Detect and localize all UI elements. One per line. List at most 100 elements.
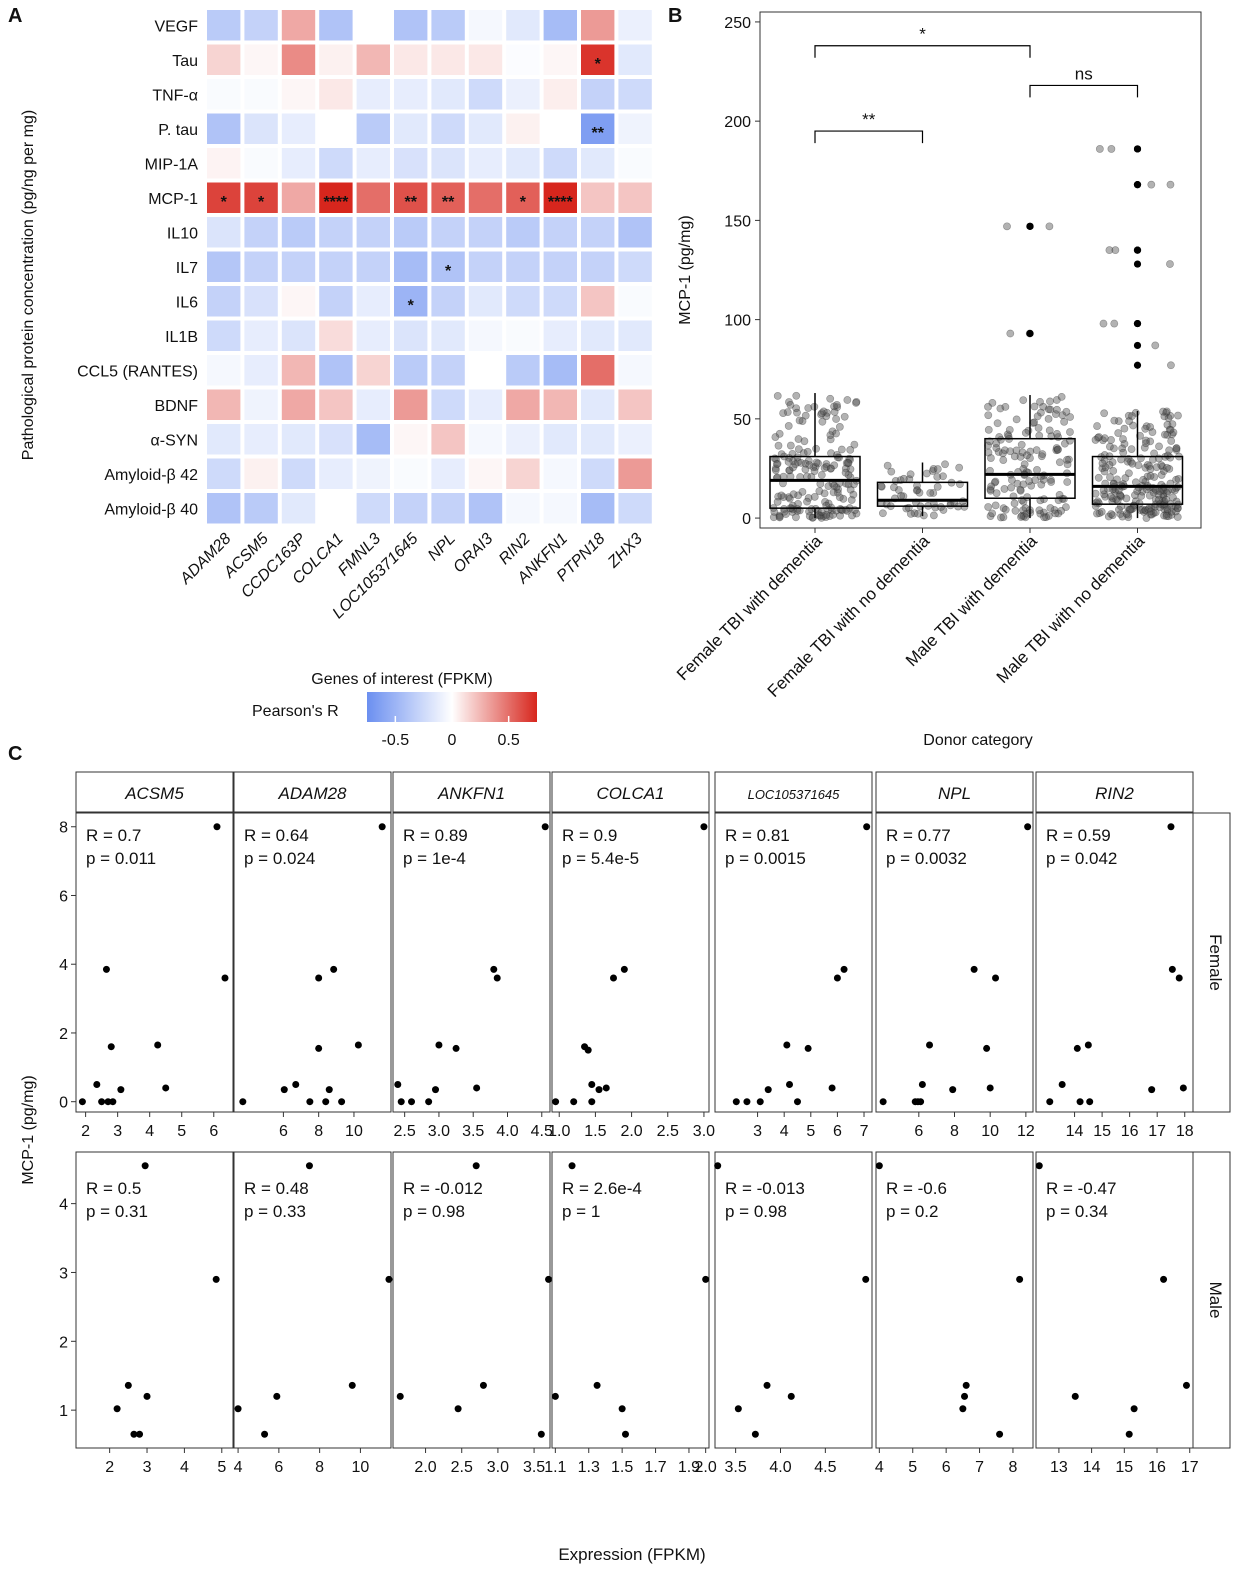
jitter-point — [803, 447, 812, 456]
jitter-point — [1021, 513, 1030, 522]
jitter-point — [848, 511, 856, 520]
heatmap-cell — [319, 44, 353, 75]
heatmap-cell — [431, 44, 465, 75]
heatmap-cell — [207, 355, 241, 386]
heatmap-cell — [506, 113, 540, 144]
heatmap-cell — [244, 113, 278, 144]
jitter-point — [798, 417, 807, 425]
jitter-point — [1163, 463, 1171, 472]
jitter-point — [986, 512, 995, 520]
heatmap-cell — [581, 113, 615, 144]
jitter-point — [1150, 502, 1159, 511]
x-tick-label: 1.7 — [644, 1459, 666, 1476]
x-tick-label: 4 — [180, 1459, 189, 1476]
jitter-point — [841, 464, 850, 473]
jitter-point — [996, 404, 1005, 413]
heatmap-cell — [506, 286, 540, 317]
jitter-point — [817, 513, 826, 522]
heatmap-cell — [581, 79, 615, 110]
scatter-point — [763, 1381, 771, 1389]
heatmap-cell — [207, 79, 241, 110]
scatter-point — [239, 1098, 247, 1106]
jitter-point — [1021, 504, 1030, 513]
x-tick-label: 14 — [1066, 1123, 1084, 1140]
facet-row-strip — [1189, 1151, 1231, 1449]
scatter-point — [432, 1086, 440, 1094]
jitter-point — [1167, 502, 1176, 511]
jitter-point — [1142, 514, 1151, 522]
x-tick-label: 4 — [875, 1459, 884, 1476]
heatmap-cell — [543, 286, 577, 317]
jitter-point — [841, 468, 850, 477]
x-tick-label: 2.0 — [414, 1459, 436, 1476]
jitter-point — [1053, 405, 1061, 414]
heatmap-cell — [543, 320, 577, 351]
correlation-p: p = 0.31 — [86, 1202, 148, 1221]
scatter-point — [435, 1041, 443, 1049]
jitter-point — [771, 464, 780, 473]
jitter-point — [786, 400, 795, 409]
scatter-point — [385, 1275, 393, 1283]
scatter-point — [568, 1162, 576, 1170]
jitter-point — [833, 403, 842, 412]
x-tick-label: 4.5 — [531, 1123, 553, 1140]
jitter-point — [810, 492, 819, 501]
heatmap-cell — [281, 493, 316, 524]
heatmap-cell — [581, 389, 615, 420]
jitter-point — [814, 459, 822, 468]
jitter-point — [1098, 464, 1107, 473]
x-tick-label: 1.9 — [678, 1459, 700, 1476]
jitter-point — [822, 460, 831, 468]
jitter-point — [789, 463, 797, 472]
jitter-point — [1141, 436, 1150, 445]
scatter-point — [804, 1044, 812, 1052]
jitter-point — [1154, 490, 1163, 499]
jitter-point — [1019, 506, 1027, 515]
jitter-point — [1036, 509, 1045, 518]
x-tick-label: 1.0 — [548, 1123, 570, 1140]
scatter-point — [1175, 974, 1183, 982]
y-tick-label: 3 — [59, 1265, 68, 1282]
outlier-point — [1026, 329, 1034, 338]
heatmap-cell — [244, 286, 278, 317]
jitter-point — [1018, 511, 1026, 520]
jitter-point — [1146, 507, 1155, 516]
scatter-point — [1058, 1081, 1066, 1089]
jitter-point — [1026, 447, 1035, 456]
scatter-point — [273, 1392, 281, 1400]
correlation-r: R = -0.012 — [403, 1179, 483, 1198]
jitter-point — [1051, 410, 1060, 419]
scatter-point — [1084, 1041, 1092, 1049]
jitter-point — [1129, 421, 1137, 430]
heatmap-cell — [207, 10, 241, 41]
x-tick-label: 3.0 — [428, 1123, 450, 1140]
facet-panel — [233, 812, 392, 1113]
jitter-point — [883, 461, 892, 470]
scatter-point — [305, 1162, 313, 1170]
heatmap-cell — [468, 113, 503, 144]
scatter-point — [959, 1405, 967, 1413]
jitter-point — [1017, 513, 1025, 521]
jitter-point — [1141, 424, 1150, 433]
jitter-point — [992, 489, 1001, 498]
heatmap-cell — [356, 458, 390, 489]
heatmap-cell — [319, 10, 353, 41]
jitter-point — [984, 411, 993, 420]
heatmap-cell — [394, 44, 428, 75]
jitter-point — [850, 440, 859, 449]
jitter-point — [801, 465, 810, 474]
jitter-point — [1140, 443, 1149, 452]
scatter-point — [354, 1041, 362, 1049]
scatter-point — [917, 1098, 925, 1106]
scatter-point — [261, 1430, 269, 1438]
jitter-point — [906, 509, 915, 518]
jitter-point — [1095, 509, 1104, 517]
significance-mark: * — [258, 194, 265, 211]
heatmap-cell — [431, 251, 465, 282]
scatter-point — [537, 1430, 545, 1438]
facet-panel — [551, 812, 710, 1113]
jitter-point — [1016, 452, 1025, 461]
facet-panel — [233, 1151, 392, 1449]
jitter-point — [1146, 472, 1155, 480]
boxplot-panel: 0 50 100 150 200 250 MCP-1 (pg/mg) Donor catego… — [673, 11, 1202, 749]
